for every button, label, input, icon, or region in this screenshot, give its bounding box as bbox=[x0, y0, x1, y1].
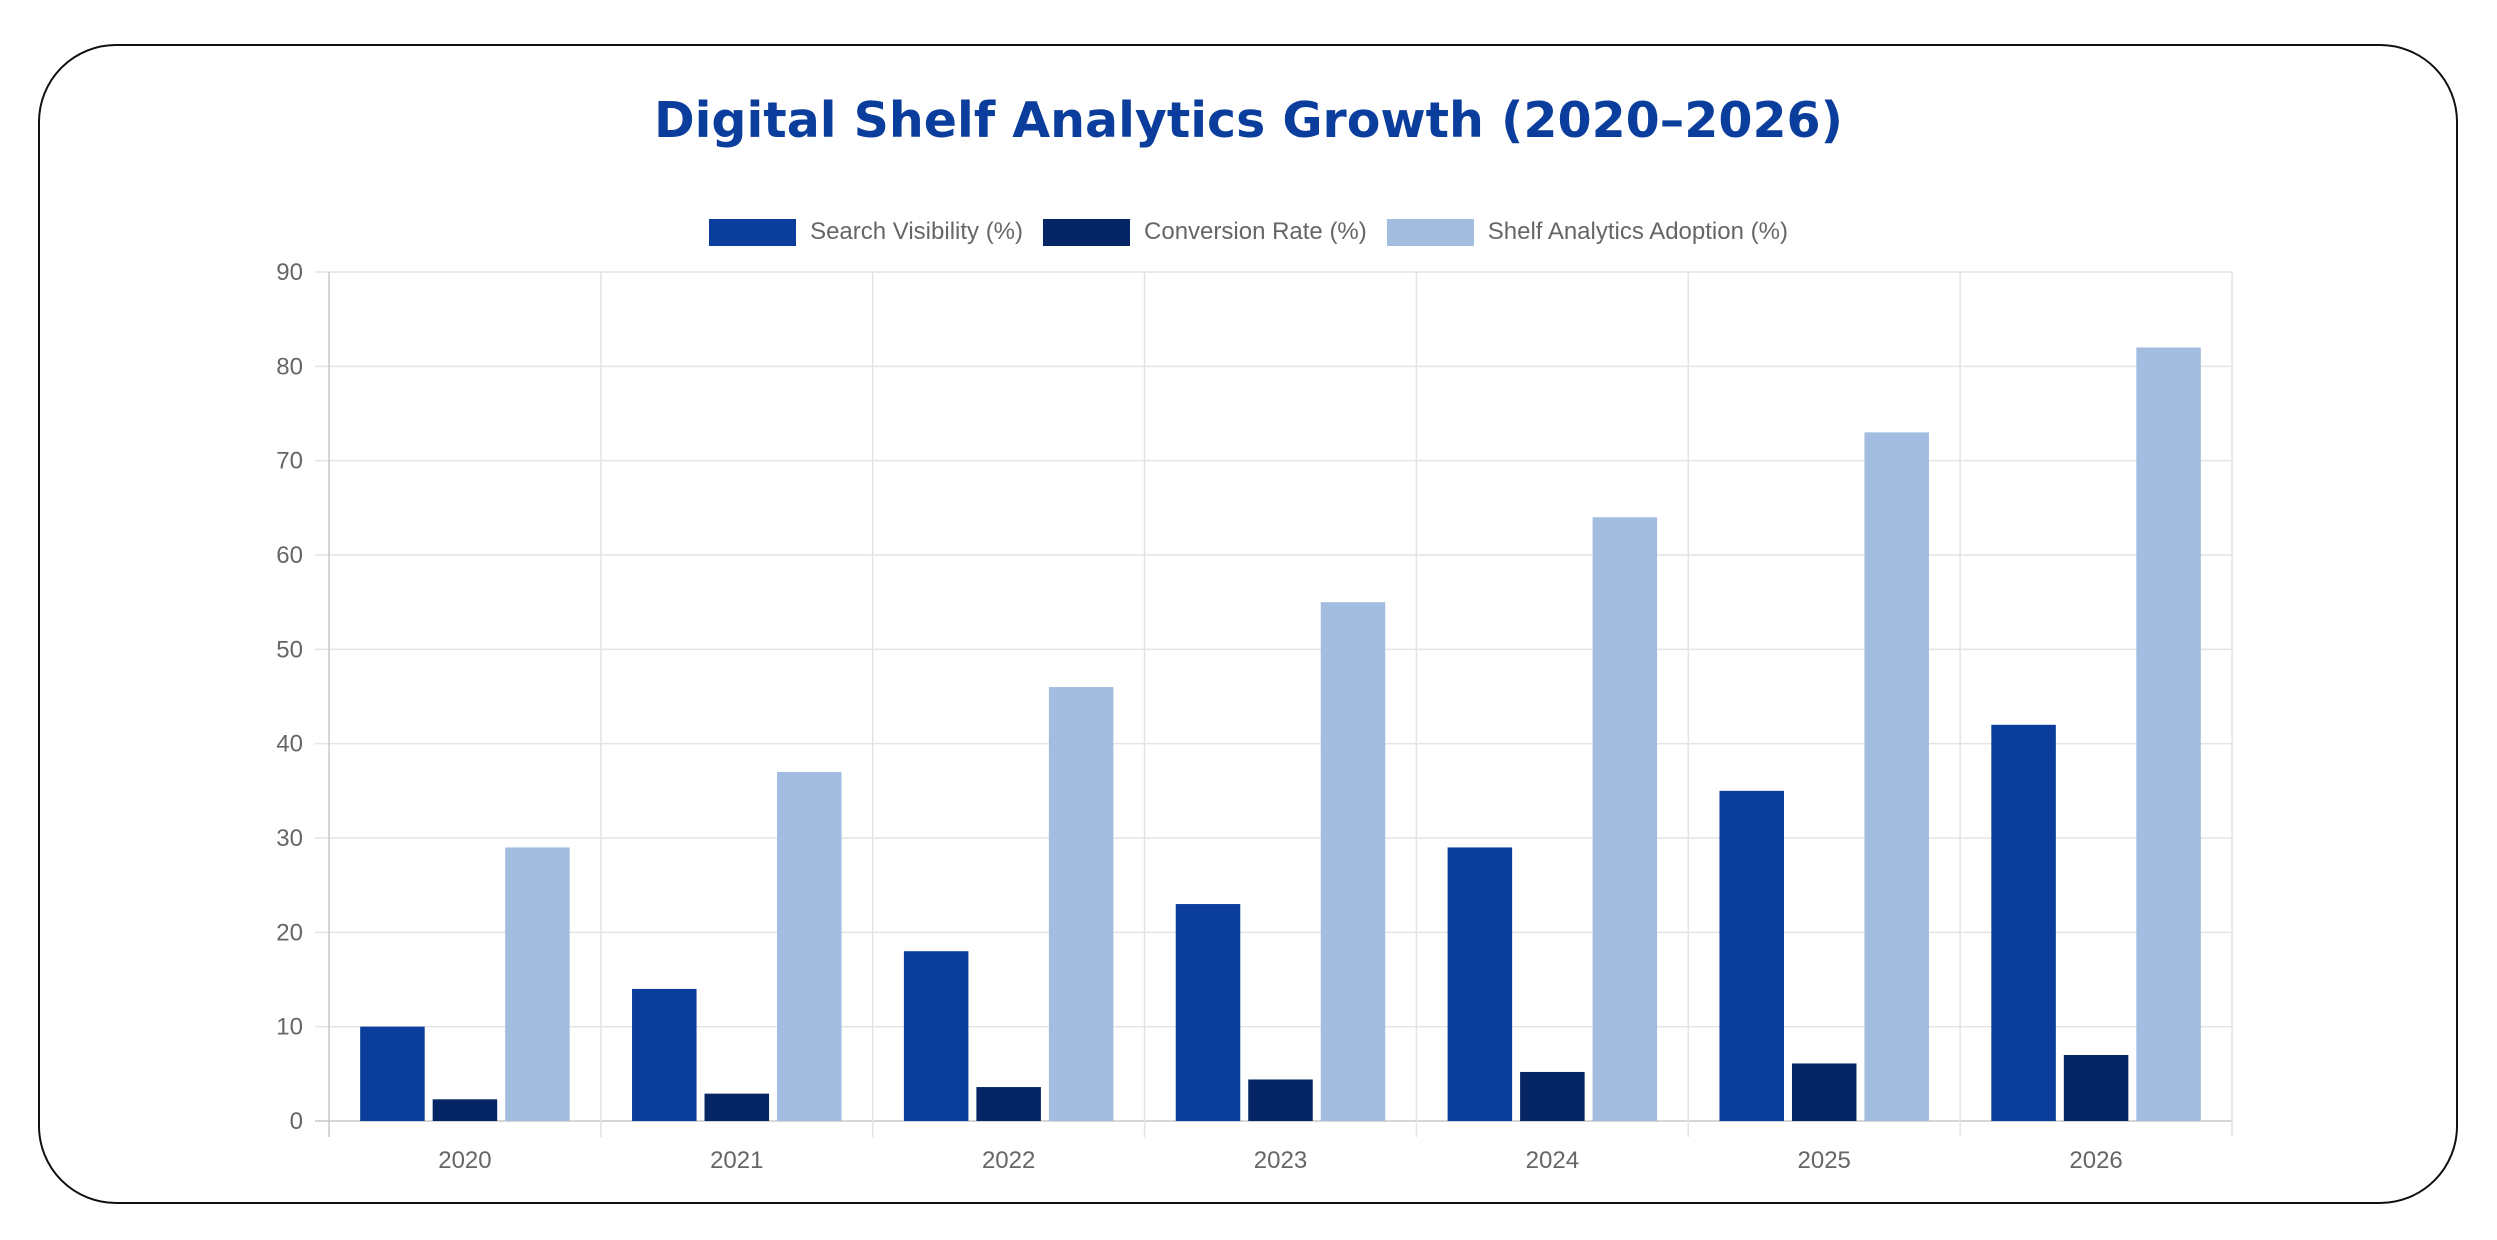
legend-item-shelf-analytics-adoption[interactable]: Shelf Analytics Adoption (%) bbox=[1386, 218, 1788, 246]
y-tick-label: 90 bbox=[276, 259, 303, 286]
bar-shelf-analytics-adoption-2023[interactable] bbox=[1320, 602, 1386, 1121]
legend-swatch-shelf-analytics-adoption bbox=[1386, 218, 1474, 246]
bar-search-visibility-2025[interactable] bbox=[1719, 790, 1784, 1121]
bar-shelf-analytics-adoption-2025[interactable] bbox=[1864, 432, 1929, 1121]
bar-shelf-analytics-adoption-2026[interactable] bbox=[2136, 347, 2201, 1121]
bar-conversion-rate-2023[interactable] bbox=[1248, 1079, 1313, 1121]
legend-item-search-visibility[interactable]: Search Visibility (%) bbox=[709, 218, 1023, 246]
x-tick-label: 2021 bbox=[710, 1147, 763, 1174]
axes: 0 10 20 30 40 50 60 70 80 90 2020 2021 2022 2023 2024 2… bbox=[276, 259, 2122, 1174]
x-tick-label: 2020 bbox=[438, 1147, 491, 1174]
legend-swatch-search-visibility bbox=[709, 218, 797, 246]
x-tick-label: 2025 bbox=[1798, 1147, 1851, 1174]
bar-search-visibility-2026[interactable] bbox=[1991, 724, 2056, 1121]
x-tick-label: 2026 bbox=[2069, 1147, 2122, 1174]
bars bbox=[360, 347, 2201, 1121]
bar-search-visibility-2023[interactable] bbox=[1175, 904, 1241, 1121]
y-tick-label: 30 bbox=[276, 825, 303, 852]
bar-shelf-analytics-adoption-2024[interactable] bbox=[1592, 517, 1658, 1121]
bar-conversion-rate-2022[interactable] bbox=[976, 1087, 1041, 1121]
y-tick-label: 10 bbox=[276, 1014, 303, 1041]
y-tick-label: 50 bbox=[276, 636, 303, 663]
x-tick-label: 2022 bbox=[982, 1147, 1035, 1174]
y-tick-label: 60 bbox=[276, 542, 303, 569]
bar-conversion-rate-2024[interactable] bbox=[1520, 1071, 1585, 1121]
bar-conversion-rate-2020[interactable] bbox=[432, 1099, 498, 1121]
legend-label-shelf-analytics-adoption: Shelf Analytics Adoption (%) bbox=[1487, 218, 1788, 245]
grid-lines bbox=[315, 271, 2233, 1137]
bar-conversion-rate-2026[interactable] bbox=[2063, 1054, 2129, 1121]
chart-title: Digital Shelf Analytics Growth (2020–202… bbox=[653, 92, 1844, 149]
bar-conversion-rate-2025[interactable] bbox=[1791, 1063, 1857, 1121]
bar-search-visibility-2021[interactable] bbox=[632, 988, 697, 1121]
bar-search-visibility-2022[interactable] bbox=[903, 951, 969, 1121]
legend-label-conversion-rate: Conversion Rate (%) bbox=[1144, 218, 1367, 245]
x-tick-label: 2023 bbox=[1254, 1147, 1307, 1174]
bar-search-visibility-2024[interactable] bbox=[1447, 847, 1513, 1121]
y-tick-label: 70 bbox=[276, 448, 303, 475]
bar-shelf-analytics-adoption-2021[interactable] bbox=[777, 771, 842, 1121]
bar-shelf-analytics-adoption-2022[interactable] bbox=[1048, 687, 1114, 1121]
legend-item-conversion-rate[interactable]: Conversion Rate (%) bbox=[1043, 218, 1367, 246]
bar-search-visibility-2020[interactable] bbox=[360, 1026, 425, 1121]
legend-label-search-visibility: Search Visibility (%) bbox=[810, 218, 1024, 245]
y-tick-label: 20 bbox=[276, 919, 303, 946]
x-tick-label: 2024 bbox=[1526, 1147, 1579, 1174]
y-tick-label: 80 bbox=[276, 353, 303, 380]
bar-shelf-analytics-adoption-2020[interactable] bbox=[505, 847, 570, 1121]
y-tick-label: 40 bbox=[276, 731, 303, 758]
bar-conversion-rate-2021[interactable] bbox=[704, 1093, 770, 1121]
chart-legend: Search Visibility (%) Conversion Rate (%… bbox=[0, 218, 2497, 246]
legend-swatch-conversion-rate bbox=[1043, 218, 1131, 246]
y-tick-label: 0 bbox=[290, 1108, 303, 1135]
